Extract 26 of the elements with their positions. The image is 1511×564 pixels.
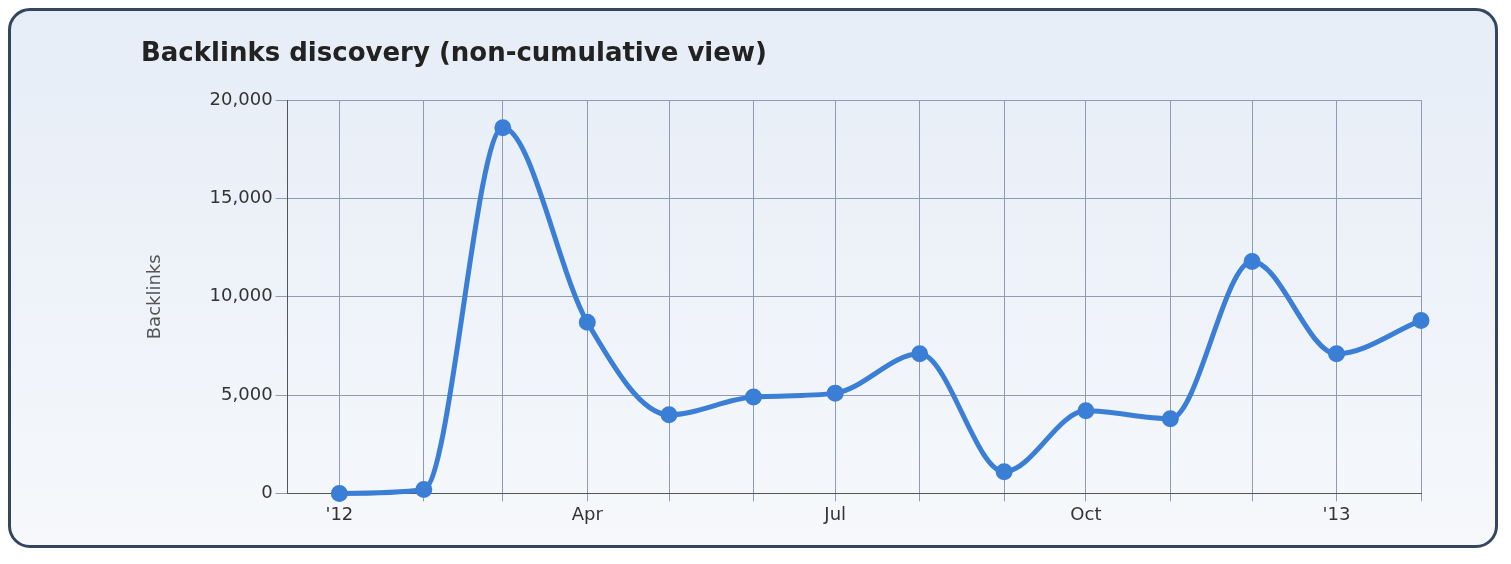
x-tick-label: Oct (1070, 502, 1102, 524)
point (578, 313, 596, 331)
point (330, 484, 348, 502)
y-tick-label: 20,000 (209, 87, 273, 109)
y-tick-label: 15,000 (209, 186, 273, 208)
x-tick-label: Apr (571, 502, 604, 524)
point (1077, 402, 1095, 420)
x-tick-label: Jul (823, 502, 847, 524)
point (660, 406, 678, 424)
point (494, 119, 512, 137)
point (826, 384, 844, 402)
y-tick-label: 0 (261, 481, 273, 503)
point (1328, 345, 1346, 363)
point (1243, 252, 1261, 270)
x-tick-label: '13 (1322, 502, 1351, 524)
point (1412, 311, 1430, 329)
point (1161, 410, 1179, 428)
point (911, 345, 929, 363)
chart-title: Backlinks discovery (non-cumulative view) (141, 37, 767, 68)
y-tick-label: 5,000 (221, 382, 273, 404)
point (415, 480, 433, 498)
y-tick-label: 10,000 (209, 284, 273, 306)
point (744, 388, 762, 406)
x-tick-label: '12 (325, 502, 354, 524)
y-axis-title: Backlinks (143, 254, 165, 340)
point (995, 463, 1013, 481)
